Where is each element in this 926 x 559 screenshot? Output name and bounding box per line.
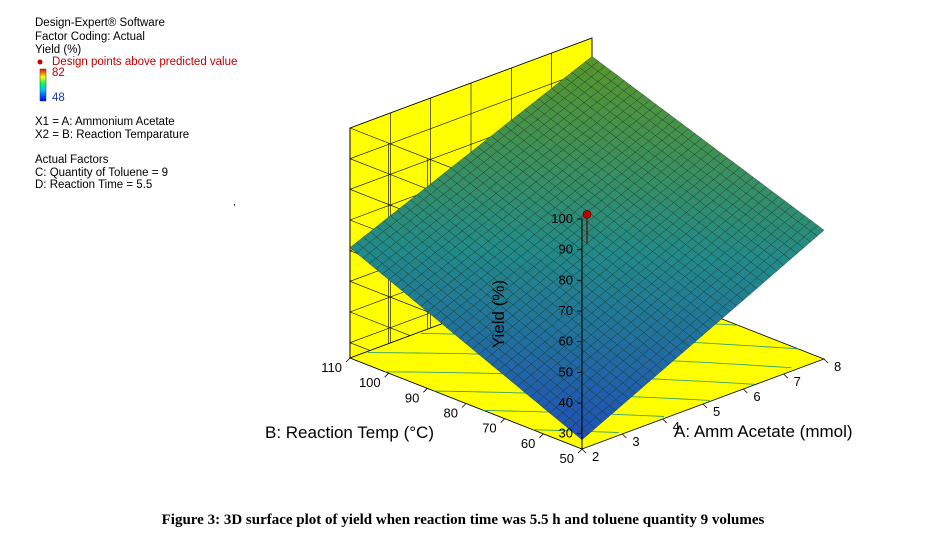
y-tick-label: 100 xyxy=(359,375,381,390)
y-tick-label: 70 xyxy=(482,421,496,436)
y-tick xyxy=(384,372,389,378)
surface-cell xyxy=(810,225,825,237)
design-point xyxy=(582,209,592,219)
z-tick-label: 30 xyxy=(559,426,573,441)
x-tick xyxy=(783,373,788,379)
y-tick-label: 80 xyxy=(444,406,458,421)
axis-ticks: 30 40 50 60 70 80 90 100 2 3 4 5 6 7 8 50 60 70 80 90 100 110 xyxy=(321,211,841,466)
x-tick xyxy=(702,403,708,409)
design-points-legend: Design points above predicted value xyxy=(52,56,238,68)
y-tick xyxy=(345,357,351,363)
y-axis-title: B: Reaction Temp (°C) xyxy=(265,423,434,442)
y-tick-label: 90 xyxy=(405,390,419,405)
factor-d: D: Reaction Time = 5.5 xyxy=(35,179,153,191)
z-tick-label: 90 xyxy=(559,242,573,257)
x-tick-label: 6 xyxy=(753,389,760,404)
x-tick-label: 8 xyxy=(834,359,841,374)
right-wall-grid-line xyxy=(349,68,593,159)
z-tick-label: 50 xyxy=(559,364,573,379)
scale-min: 48 xyxy=(52,92,65,104)
axis-labels: Yield (%) A: Amm Acetate (mmol) B: Reactio… xyxy=(265,280,853,442)
y-tick-label: 60 xyxy=(521,436,535,451)
z-tick-label: 80 xyxy=(559,272,573,287)
design-points xyxy=(582,209,592,244)
software-name: Design-Expert® Software xyxy=(35,17,165,29)
x-axis-title: A: Amm Acetate (mmol) xyxy=(674,422,853,441)
y-tick xyxy=(577,448,583,454)
figure-caption: Figure 3: 3D surface plot of yield when … xyxy=(161,512,765,528)
actual-factors-heading: Actual Factors xyxy=(35,154,109,166)
z-tick-label: 40 xyxy=(559,395,573,410)
z-tick-label: 60 xyxy=(559,334,573,349)
right-wall-grid-line xyxy=(349,37,593,129)
axis-mark: , xyxy=(233,197,236,208)
x2-factor: X2 = B: Reaction Temparature xyxy=(35,129,190,141)
z-tick-label: 70 xyxy=(559,303,573,318)
x-tick xyxy=(622,433,627,439)
color-scale-bar xyxy=(39,68,47,102)
factor-c: C: Quantity of Toluene = 9 xyxy=(35,167,169,179)
x-tick xyxy=(823,358,829,364)
x-tick-label: 3 xyxy=(632,434,639,449)
design-point-legend-marker xyxy=(37,59,43,65)
x-tick xyxy=(743,388,748,394)
y-tick xyxy=(461,403,467,408)
z-axis-title: Yield (%) xyxy=(489,280,508,348)
x-tick-label: 4 xyxy=(673,419,680,434)
y-tick-label: 50 xyxy=(560,451,574,466)
y-tick-label: 110 xyxy=(321,360,342,375)
x-tick xyxy=(662,418,667,424)
x1-factor: X1 = A: Ammonium Acetate xyxy=(35,116,175,128)
y-tick xyxy=(539,433,544,439)
x-tick-label: 5 xyxy=(713,404,720,419)
z-tick-label: 100 xyxy=(551,211,573,226)
x-tick-label: 2 xyxy=(592,449,599,464)
response-name: Yield (%) xyxy=(35,44,82,56)
y-tick xyxy=(500,418,505,423)
scale-max: 82 xyxy=(52,67,65,79)
x-tick-label: 7 xyxy=(794,374,801,389)
response-surface xyxy=(349,56,825,441)
factor-coding: Factor Coding: Actual xyxy=(35,31,145,43)
x-tick xyxy=(581,448,587,454)
y-tick xyxy=(423,388,428,393)
surface-plot: 30 40 50 60 70 80 90 100 2 3 4 5 6 7 8 50 60 70 80 90 100 110… xyxy=(37,37,853,466)
